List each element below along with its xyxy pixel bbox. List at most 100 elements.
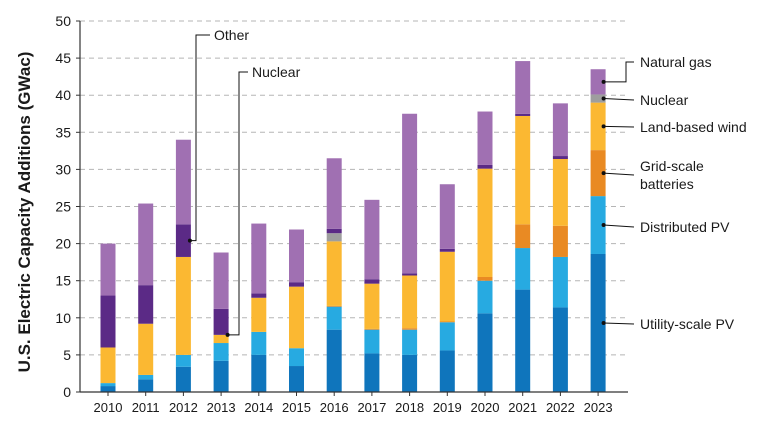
bar-distributed-pv-2021 [515, 248, 531, 290]
bar-other-2016 [326, 228, 342, 234]
bar-other-2012 [175, 224, 191, 257]
bar-distributed-pv-2012 [175, 354, 191, 367]
bar-land-based-wind-2019 [439, 251, 455, 322]
bar-grid-scale-batteries-2016 [326, 305, 342, 307]
bar-utility-scale-pv-2016 [326, 329, 342, 392]
x-tick-label: 2015 [282, 400, 311, 415]
legend-leader-distributed-pv [603, 224, 635, 228]
bar-distributed-pv-2013 [213, 343, 229, 361]
bar-other-2020 [477, 164, 493, 169]
bar-other-2011 [138, 285, 154, 324]
y-tick-label: 35 [55, 124, 71, 140]
bar-other-2014 [251, 293, 267, 298]
x-tick-label: 2017 [357, 400, 386, 415]
x-tick-label: 2022 [546, 400, 575, 415]
x-tick-label: 2012 [169, 400, 198, 415]
y-tick-label: 20 [55, 236, 71, 252]
callout-line-nuclear [227, 71, 248, 336]
bar-distributed-pv-2017 [364, 329, 380, 354]
bar-land-based-wind-2018 [402, 275, 418, 329]
y-tick-label: 0 [63, 384, 71, 400]
x-tick-label: 2010 [94, 400, 123, 415]
y-tick-label: 25 [55, 199, 71, 215]
legend: Natural gas Nuclear Land-based wind Grid-sc… [601, 54, 747, 332]
bar-utility-scale-pv-2012 [175, 366, 191, 392]
bar-distributed-pv-2018 [402, 329, 418, 355]
bar-utility-scale-pv-2022 [552, 307, 568, 392]
x-tick-label: 2011 [132, 400, 160, 415]
y-tick-label: 30 [55, 161, 71, 177]
bar-natural-gas-2016 [326, 158, 342, 229]
bar-natural-gas-2015 [289, 229, 304, 283]
y-tick-label: 5 [63, 347, 71, 363]
bar-land-based-wind-2014 [251, 297, 267, 332]
bar-utility-scale-pv-2021 [515, 289, 531, 392]
bar-natural-gas-2011 [138, 203, 154, 286]
bar-utility-scale-pv-2023 [590, 253, 606, 392]
bar-land-based-wind-2011 [138, 323, 154, 375]
bar-distributed-pv-2023 [590, 196, 606, 254]
y-tick-label: 40 [55, 87, 71, 103]
bar-land-based-wind-2010 [100, 347, 116, 384]
legend-label-distributed-pv: Distributed PV [640, 219, 730, 235]
bar-utility-scale-pv-2019 [439, 350, 455, 392]
legend-label-utility-scale-pv: Utility-scale PV [640, 316, 735, 332]
bar-natural-gas-2012 [175, 139, 191, 225]
bar-distributed-pv-2016 [326, 306, 342, 330]
bar-utility-scale-pv-2014 [251, 354, 267, 392]
callout-label-nuclear: Nuclear [252, 64, 301, 80]
bar-other-2019 [439, 248, 455, 252]
x-tick-label: 2014 [244, 400, 273, 415]
bar-natural-gas-2022 [552, 103, 568, 157]
bar-natural-gas-2017 [364, 199, 380, 280]
bar-distributed-pv-2010 [100, 383, 116, 387]
bar-grid-scale-batteries-2022 [552, 225, 568, 257]
bar-distributed-pv-2022 [552, 256, 568, 308]
y-tick-label: 50 [55, 13, 71, 29]
bar-natural-gas-2018 [402, 113, 418, 274]
bar-other-2010 [100, 295, 116, 348]
bar-nuclear-2016 [326, 233, 342, 242]
bar-land-based-wind-2021 [515, 115, 531, 225]
bar-utility-scale-pv-2011 [138, 379, 154, 392]
bar-utility-scale-pv-2018 [402, 354, 418, 392]
legend-leader-natural-gas [603, 61, 634, 83]
legend-leader-land-based-wind [603, 125, 635, 128]
bar-land-based-wind-2017 [364, 283, 380, 329]
bar-distributed-pv-2015 [289, 348, 304, 367]
bar-natural-gas-2023 [590, 69, 606, 95]
bar-grid-scale-batteries-2020 [477, 276, 493, 281]
y-tick-label: 45 [55, 50, 71, 66]
bar-land-based-wind-2015 [289, 286, 304, 349]
bar-utility-scale-pv-2020 [477, 313, 493, 392]
legend-label-land-based-wind: Land-based wind [640, 119, 747, 135]
legend-leader-nuclear [603, 98, 635, 101]
bar-other-2018 [402, 273, 418, 276]
bar-land-based-wind-2020 [477, 168, 493, 277]
bar-other-2022 [552, 156, 568, 160]
x-tick-label: 2023 [584, 400, 613, 415]
bar-grid-scale-batteries-2021 [515, 224, 531, 249]
bar-distributed-pv-2014 [251, 331, 267, 355]
bar-distributed-pv-2020 [477, 280, 493, 314]
bar-natural-gas-2019 [439, 184, 455, 249]
bar-utility-scale-pv-2017 [364, 353, 380, 392]
legend-label-nuclear: Nuclear [640, 92, 689, 108]
bar-natural-gas-2014 [251, 223, 267, 294]
callouts: Other Nuclear [187, 27, 301, 337]
bar-land-based-wind-2013 [213, 334, 229, 344]
bar-land-based-wind-2012 [175, 256, 191, 355]
bar-grid-scale-batteries-2017 [364, 328, 380, 330]
legend-label-grid-scale-batteries: batteries [640, 176, 694, 192]
bar-other-2013 [213, 308, 229, 335]
bar-grid-scale-batteries-2019 [439, 321, 455, 323]
bar-other-2015 [289, 282, 304, 287]
bar-utility-scale-pv-2013 [213, 360, 229, 392]
bar-grid-scale-batteries-2018 [402, 328, 418, 330]
x-tick-label: 2020 [471, 400, 500, 415]
bar-land-based-wind-2023 [590, 102, 606, 151]
y-tick-label: 10 [55, 310, 71, 326]
legend-leader-grid-scale-batteries [603, 172, 635, 176]
